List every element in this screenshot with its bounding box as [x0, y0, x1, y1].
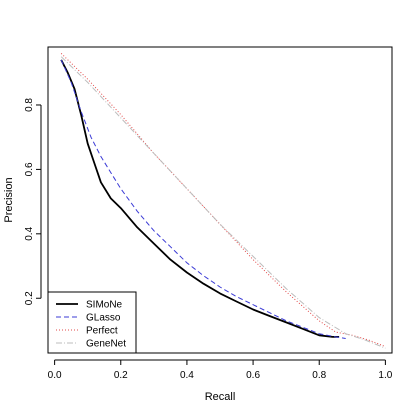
- y-tick-label: 0.2: [24, 291, 35, 305]
- y-tick-label: 0.6: [24, 162, 35, 176]
- y-tick-label: 0.4: [24, 226, 35, 240]
- legend-box: [47, 291, 137, 354]
- series-line-genenet: [60, 56, 386, 349]
- x-tick-label: 1.0: [378, 370, 392, 381]
- legend: SIMoNe GLasso Perfect GeneNet: [47, 291, 137, 354]
- plot-frame: [47, 46, 393, 354]
- legend-label-simone: SIMoNe: [86, 300, 123, 311]
- y-axis: 0.2 0.4 0.6 0.8: [24, 98, 42, 305]
- legend-label-genenet: GeneNet: [86, 339, 126, 350]
- x-tick-label: 0.8: [312, 370, 326, 381]
- y-tick-label: 0.8: [24, 98, 35, 112]
- legend-label-perfect: Perfect: [86, 326, 118, 337]
- x-tick-label: 0.4: [180, 370, 194, 381]
- x-tick-label: 0.6: [246, 370, 260, 381]
- series-line-simone: [60, 59, 340, 338]
- y-axis-label: Precision: [3, 177, 15, 222]
- x-tick-label: 0.0: [48, 370, 62, 381]
- series-layer: [60, 53, 386, 349]
- x-axis: 0.0 0.2 0.4 0.6 0.8 1.0: [48, 359, 393, 381]
- series-line-glasso: [60, 59, 346, 339]
- legend-label-glasso: GLasso: [86, 313, 121, 324]
- x-tick-label: 0.2: [114, 370, 128, 381]
- x-axis-label: Recall: [205, 391, 236, 403]
- series-line-perfect: [60, 53, 386, 348]
